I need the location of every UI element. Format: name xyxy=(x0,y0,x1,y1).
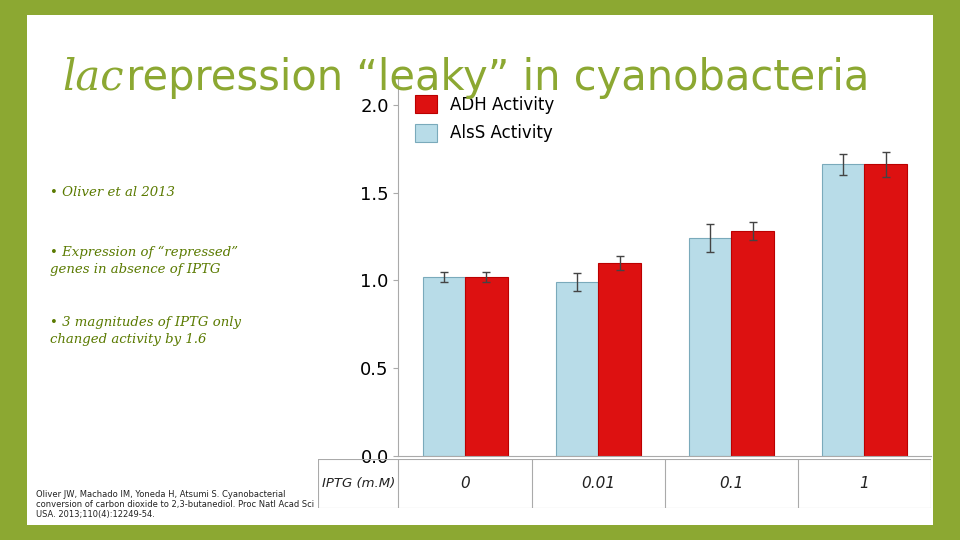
Bar xyxy=(688,238,732,456)
Text: 0: 0 xyxy=(460,476,469,491)
Text: • Oliver et al 2013: • Oliver et al 2013 xyxy=(50,186,175,199)
Text: lac: lac xyxy=(62,57,124,99)
Text: • Expression of “repressed”
genes in absence of IPTG: • Expression of “repressed” genes in abs… xyxy=(50,246,238,276)
Text: 0.1: 0.1 xyxy=(719,476,744,491)
Bar xyxy=(466,277,508,456)
Bar xyxy=(556,282,598,456)
Bar xyxy=(822,165,864,456)
Bar xyxy=(732,231,774,456)
Bar xyxy=(598,263,641,456)
Text: 1: 1 xyxy=(860,476,870,491)
Text: Oliver JW, Machado IM, Yoneda H, Atsumi S. Cyanobacterial
conversion of carbon d: Oliver JW, Machado IM, Yoneda H, Atsumi … xyxy=(36,490,315,519)
Text: 0.01: 0.01 xyxy=(581,476,615,491)
Text: repression “leaky” in cyanobacteria: repression “leaky” in cyanobacteria xyxy=(113,57,870,99)
Bar xyxy=(422,277,466,456)
Bar xyxy=(864,165,907,456)
Text: IPTG (m.M): IPTG (m.M) xyxy=(322,477,395,490)
Legend: ADH Activity, AlsS Activity: ADH Activity, AlsS Activity xyxy=(407,86,563,151)
Text: • 3 magnitudes of IPTG only
changed activity by 1.6: • 3 magnitudes of IPTG only changed acti… xyxy=(50,316,241,346)
